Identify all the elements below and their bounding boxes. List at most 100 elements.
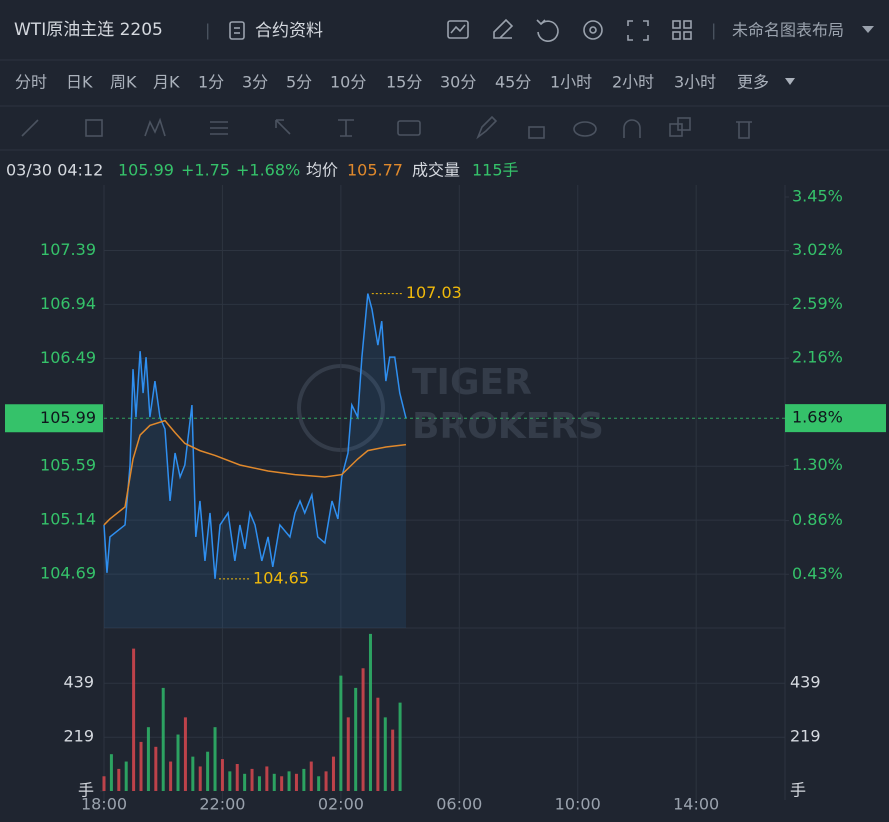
period-tab[interactable]: 3小时 — [674, 73, 716, 92]
period-tab[interactable]: 周K — [110, 73, 137, 92]
y2-tick-label: 3.45% — [792, 187, 843, 206]
watermark-text: BROKERS — [412, 406, 604, 447]
layout-name[interactable]: 未命名图表布局 — [732, 21, 844, 40]
volume-tick-label: 219 — [63, 727, 94, 746]
annotation-label: 104.65 — [253, 568, 309, 587]
layout-icon[interactable] — [672, 20, 692, 40]
period-tab[interactable]: 5分 — [286, 73, 312, 92]
tool-icon[interactable] — [21, 119, 39, 137]
drawing-tools — [21, 115, 752, 140]
y-tick-label: 106.49 — [40, 348, 96, 367]
period-tab[interactable]: 月K — [153, 73, 180, 92]
separator: | — [711, 21, 716, 40]
volume-bar — [139, 741, 143, 791]
tool-icon[interactable] — [144, 117, 166, 137]
info-button[interactable]: 合约资料 — [229, 21, 323, 41]
fullscreen-icon[interactable] — [627, 20, 649, 41]
volume-bar — [109, 754, 113, 791]
period-tab[interactable]: 15分 — [386, 73, 422, 92]
period-tab[interactable]: 45分 — [495, 73, 531, 92]
volume-bar — [272, 773, 276, 791]
volume-bar — [391, 729, 395, 791]
volume-bar — [161, 687, 165, 791]
toolbar-icons — [447, 18, 692, 42]
dropdown-arrow[interactable] — [862, 26, 874, 33]
symbol-title[interactable]: WTI原油主连 2205 — [14, 20, 163, 40]
period-tab[interactable]: 1分 — [198, 73, 224, 92]
annotation-label: 107.03 — [406, 283, 462, 302]
info-avg-label: 均价 — [306, 161, 338, 180]
volume-bar — [169, 761, 173, 791]
y-tick-label: 105.59 — [40, 456, 96, 475]
volume-tick-label: 219 — [790, 727, 821, 746]
volume-bar — [398, 702, 402, 791]
settings-icon[interactable] — [583, 20, 603, 40]
info-button-label[interactable]: 合约资料 — [255, 21, 323, 41]
volume-bar — [309, 761, 313, 791]
tool-icon[interactable] — [476, 115, 498, 140]
x-tick-label: 22:00 — [199, 795, 245, 814]
volume-bar — [361, 668, 365, 791]
volume-bar — [102, 776, 106, 791]
tool-icon[interactable] — [573, 121, 597, 137]
indicator-icon[interactable] — [447, 20, 469, 39]
tool-icon[interactable] — [623, 119, 641, 138]
volume-bar — [176, 734, 180, 791]
volume-bar — [368, 633, 372, 791]
info-time: 03/30 04:12 — [6, 161, 103, 180]
volume-bar — [117, 768, 121, 791]
info-price: 105.99 — [118, 161, 174, 180]
tool-icon[interactable] — [736, 121, 752, 139]
volume-bar — [154, 746, 158, 791]
volume-bar — [294, 773, 298, 791]
tool-icon[interactable] — [85, 119, 103, 137]
series-line — [103, 293, 407, 579]
period-more[interactable]: 更多 — [737, 73, 769, 92]
info-change: +1.75 — [181, 161, 230, 180]
period-tab[interactable]: 30分 — [440, 73, 476, 92]
volume-bar — [324, 771, 328, 791]
dropdown-arrow[interactable] — [785, 78, 795, 85]
y-tick-label: 104.69 — [40, 564, 96, 583]
edit-icon[interactable] — [493, 18, 514, 39]
info-percent: +1.68% — [236, 161, 300, 180]
period-tab[interactable]: 10分 — [330, 73, 366, 92]
period-tab[interactable]: 3分 — [242, 73, 268, 92]
period-bar: 分时 日K 周K 月K 1分 3分 5分 10分 15分 30分 45分 1小时 2小时 3小时 更多 — [15, 73, 795, 92]
volume-tick-label: 手 — [78, 781, 94, 800]
separator: | — [205, 21, 210, 40]
volume-bar — [280, 776, 284, 791]
volume-bar — [183, 717, 187, 791]
period-tab[interactable]: 2小时 — [612, 73, 654, 92]
volume-bar — [339, 675, 343, 791]
tool-icon[interactable] — [397, 120, 421, 136]
volume-bar — [228, 771, 232, 791]
volume-bar — [383, 717, 387, 791]
volume-bar — [265, 766, 269, 791]
volume-tick-label: 手 — [790, 781, 806, 800]
tool-icon[interactable] — [338, 119, 354, 137]
doc-icon — [229, 21, 245, 40]
volume-bar — [376, 697, 380, 791]
x-tick-label: 14:00 — [673, 795, 719, 814]
tool-icon[interactable] — [677, 117, 691, 131]
y2-tick-label: 2.16% — [792, 348, 843, 367]
period-tab[interactable]: 1小时 — [550, 73, 592, 92]
tool-icon[interactable] — [210, 121, 228, 135]
volume-bar — [302, 768, 306, 791]
y2-tick-label: 0.86% — [792, 510, 843, 529]
volume-bar — [243, 773, 247, 791]
series-line — [103, 419, 407, 526]
tool-icon[interactable] — [275, 119, 291, 135]
y-tick-label: 105.14 — [40, 510, 96, 529]
volume-bar — [250, 768, 254, 791]
x-tick-label: 06:00 — [436, 795, 482, 814]
period-tab[interactable]: 分时 — [15, 73, 47, 92]
undo-icon[interactable] — [536, 19, 559, 42]
volume-tick-label: 439 — [790, 673, 821, 692]
last-price-label: 105.99 — [40, 408, 96, 427]
y-tick-label: 106.94 — [40, 294, 96, 313]
tool-icon[interactable] — [528, 126, 545, 139]
period-tab[interactable]: 日K — [66, 73, 93, 92]
